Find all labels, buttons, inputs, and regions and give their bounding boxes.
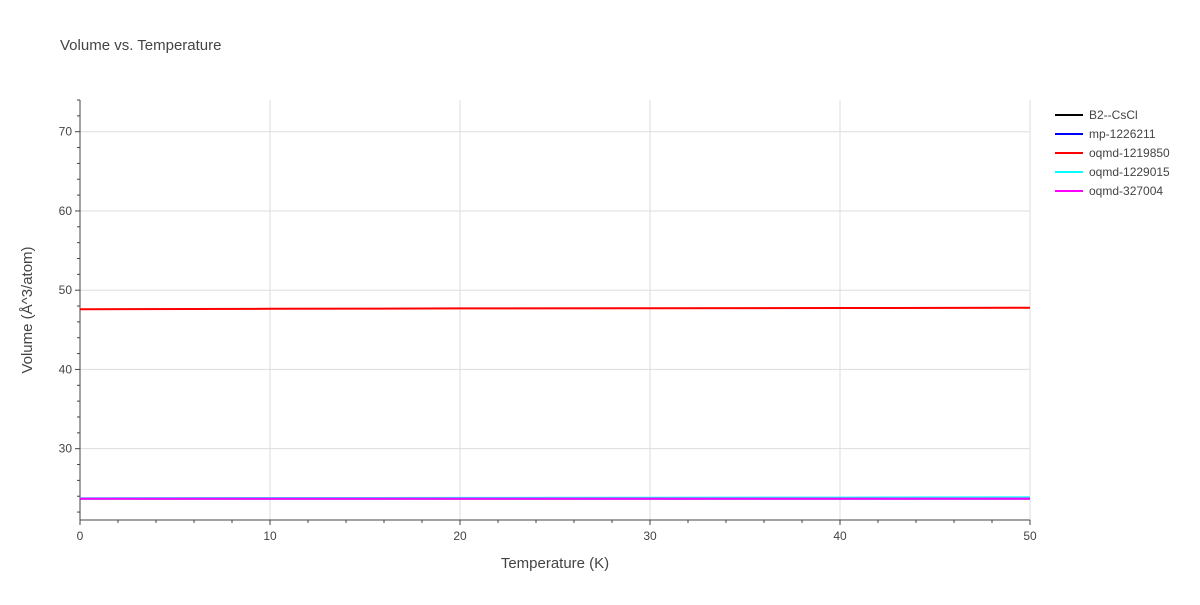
legend-label: oqmd-327004: [1089, 184, 1163, 198]
legend: B2--CsCl mp-1226211 oqmd-1219850 oqmd-12290…: [1055, 108, 1170, 198]
y-tick-label: 50: [59, 283, 73, 297]
axes: 0 10 20 30 40 50 30 40 50 60 70: [59, 99, 1037, 543]
legend-label: oqmd-1219850: [1089, 146, 1170, 160]
x-axis-label: Temperature (K): [501, 555, 609, 572]
x-tick-label: 50: [1023, 529, 1037, 543]
legend-label: oqmd-1229015: [1089, 165, 1170, 179]
legend-label: mp-1226211: [1089, 127, 1156, 141]
x-tick-label: 0: [77, 529, 84, 543]
series-line-oqmd-1219850: [79, 306, 1031, 311]
series-lines: [79, 306, 1031, 500]
y-axis-label: Volume (Å^3/atom): [19, 246, 36, 373]
y-tick-label: 60: [59, 204, 73, 218]
y-tick-label: 30: [59, 442, 73, 456]
chart-title: Volume vs. Temperature: [60, 37, 221, 54]
x-tick-label: 30: [643, 529, 657, 543]
y-tick-label: 70: [59, 125, 73, 139]
x-tick-label: 10: [263, 529, 277, 543]
legend-label: B2--CsCl: [1089, 108, 1138, 122]
x-tick-label: 20: [453, 529, 467, 543]
y-tick-label: 40: [59, 362, 73, 376]
grid-lines: [80, 100, 1031, 520]
x-tick-label: 40: [833, 529, 847, 543]
